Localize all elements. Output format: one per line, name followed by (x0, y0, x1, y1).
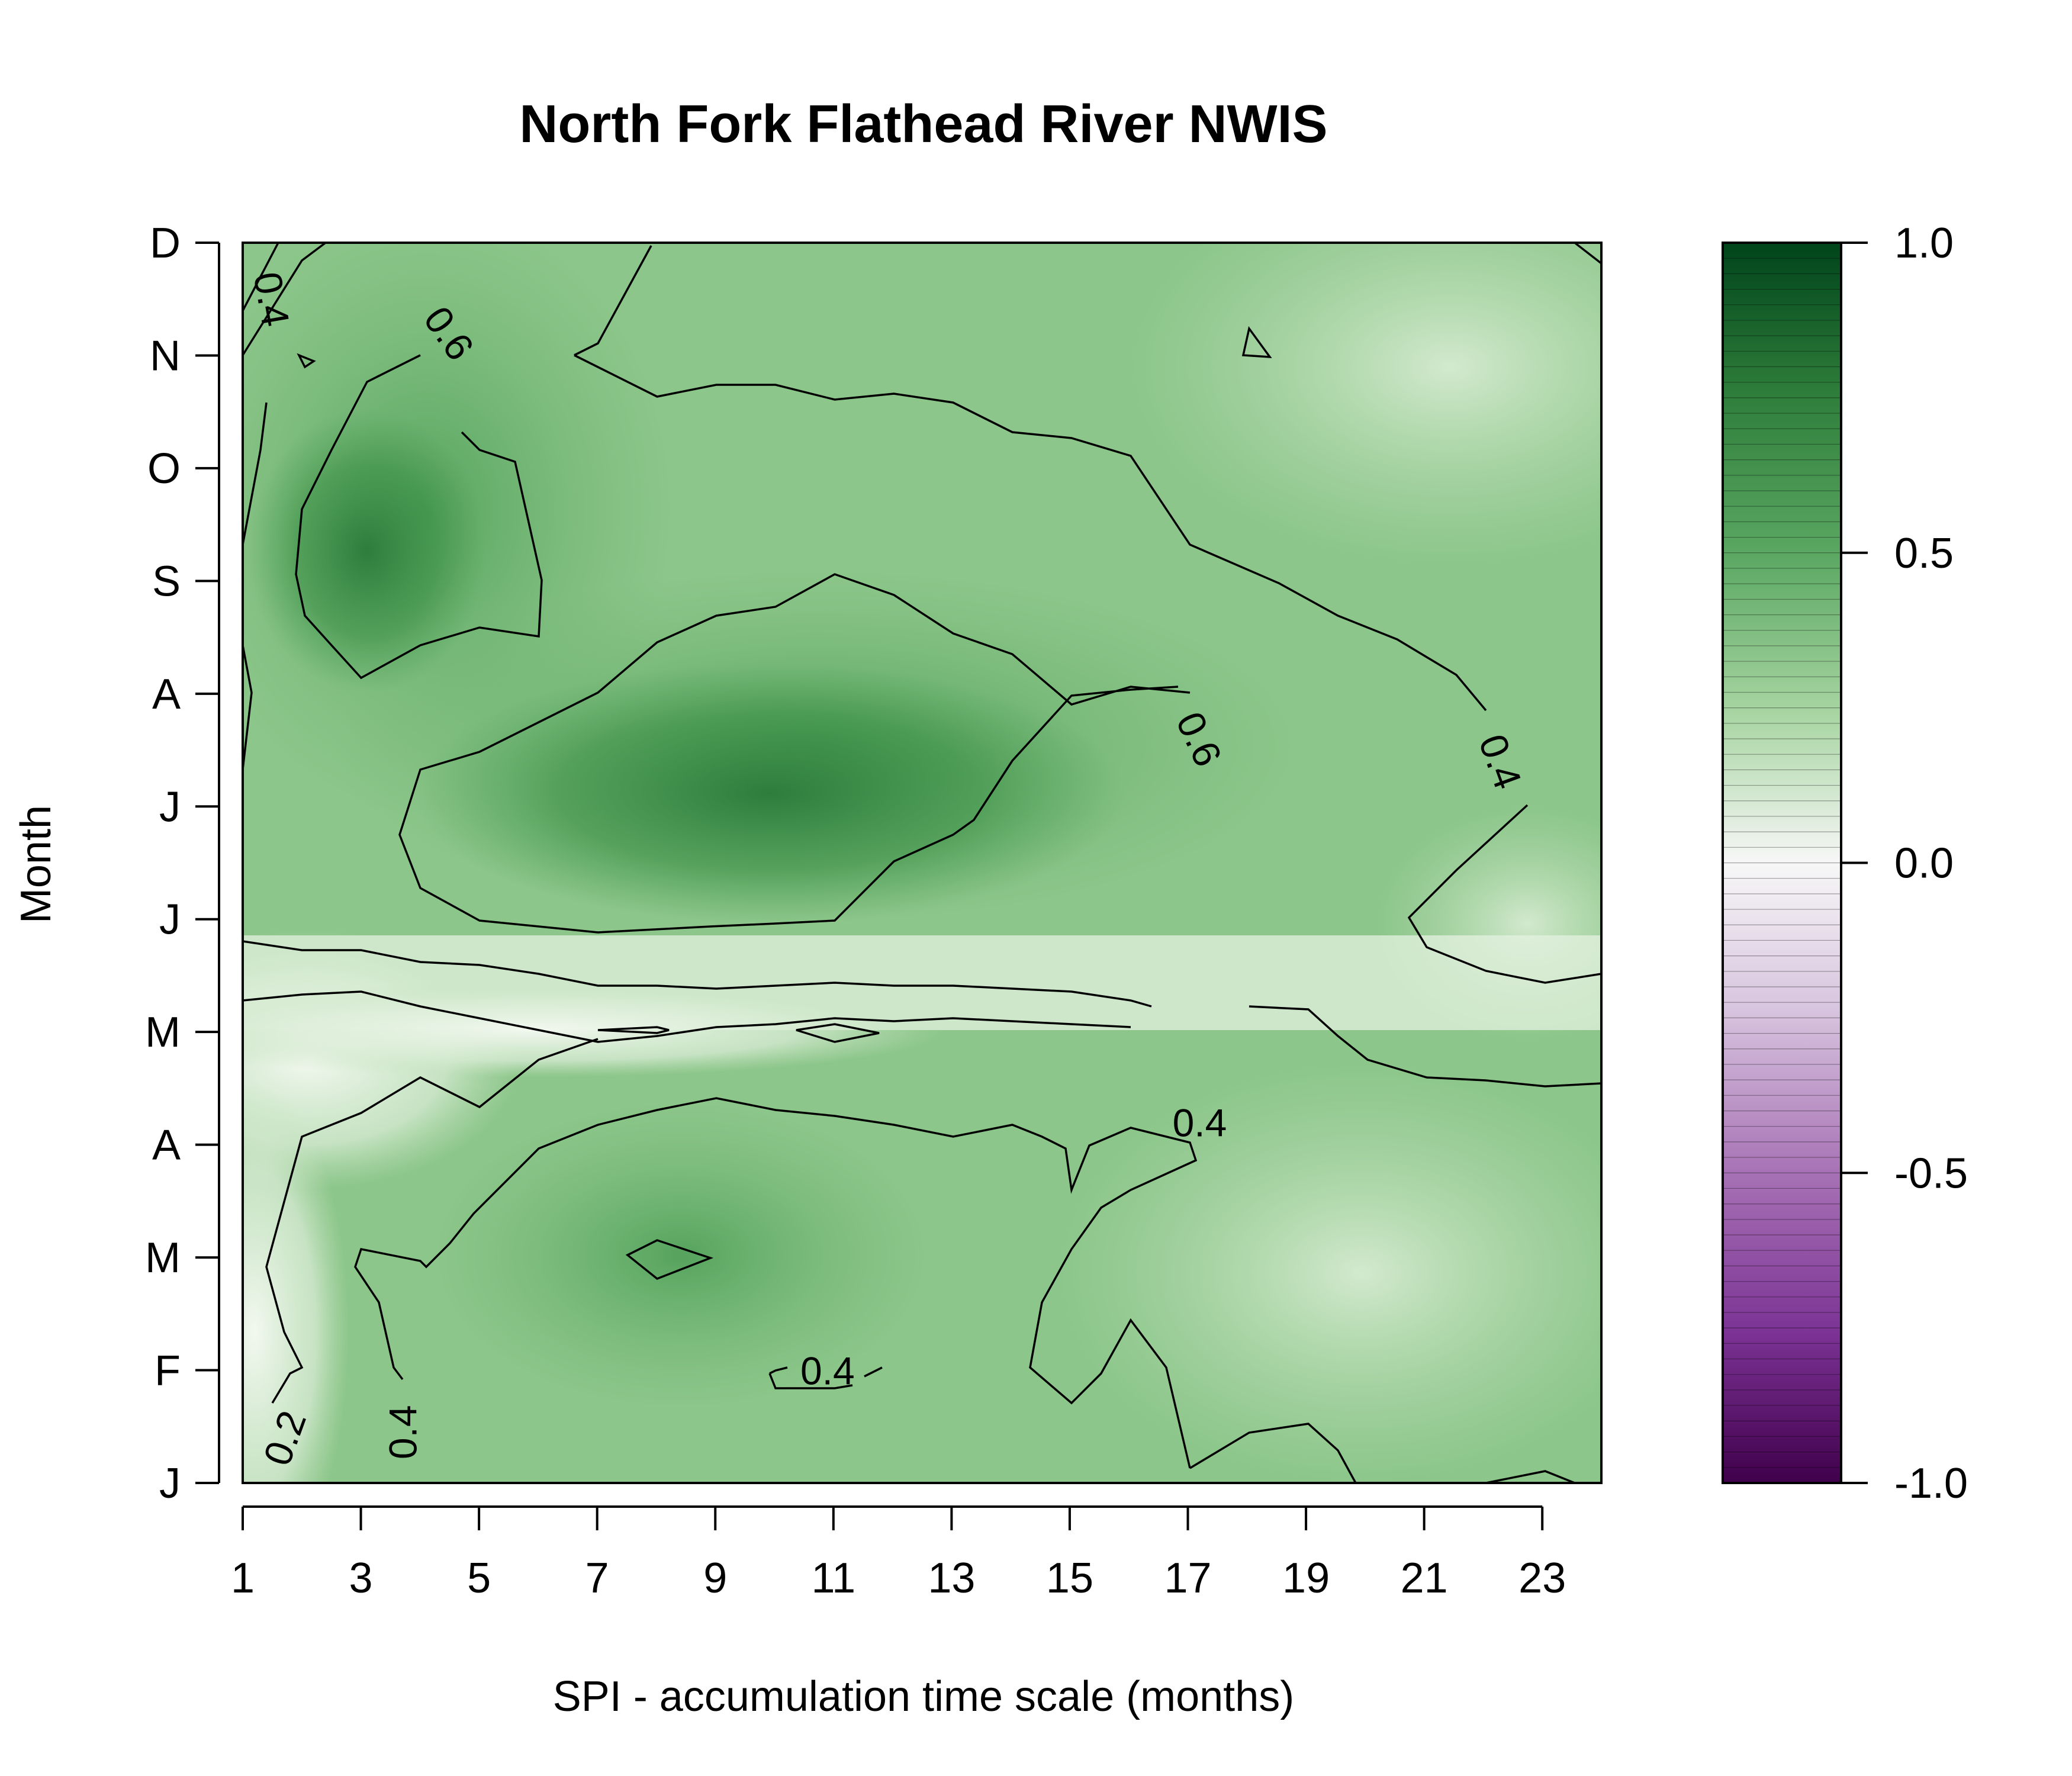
y-tick-label: D (150, 220, 181, 267)
x-tick-label: 5 (467, 1555, 491, 1602)
heat-region-lower-center (432, 1101, 929, 1409)
colorbar-tick-label: -1.0 (1894, 1460, 1968, 1507)
contour-line (265, 1038, 599, 1404)
y-tick-label: A (152, 671, 181, 718)
contour-line (243, 243, 279, 311)
contour-line (625, 1239, 714, 1280)
contour-line (1241, 326, 1272, 358)
chart-title: North Fork Flathead River NWIS (519, 95, 1327, 154)
colorbar-ticks: 1.0 0.5 0.0 -0.5 -1.0 (1841, 220, 1968, 1507)
heat-region-center-dark (414, 663, 1125, 924)
x-tick-label: 19 (1282, 1555, 1330, 1602)
heat-region-lower-right-pale (1054, 1060, 1601, 1483)
contour-line (768, 1373, 853, 1389)
contour-label-text: 0.4 (381, 1405, 424, 1459)
y-axis: J F M A M J J A S O N D (145, 220, 220, 1507)
contour-line (864, 1366, 883, 1378)
contour-label-text: 0.4 (800, 1349, 855, 1393)
x-tick-label: 23 (1518, 1555, 1566, 1602)
contour-line (243, 402, 268, 545)
y-axis-label: Month (12, 805, 60, 924)
x-tick-label: 11 (811, 1555, 855, 1602)
colorbar-tick-label: 0.0 (1894, 840, 1954, 887)
x-tick-label: 13 (928, 1555, 975, 1602)
y-tick-label: J (159, 1460, 181, 1507)
x-tick-label: 1 (231, 1555, 255, 1602)
heat-region-upper-left-dark (249, 408, 485, 693)
contour-line (1407, 804, 1601, 984)
contour-line (243, 243, 327, 356)
y-tick-label: A (152, 1122, 181, 1169)
contour-label: 0.4 (246, 269, 298, 330)
contour-line (243, 940, 1152, 1008)
contour-line (1485, 1470, 1575, 1483)
contour-label-text: 0.4 (1173, 1101, 1227, 1145)
colorbar-tick-label: 0.5 (1894, 530, 1954, 577)
y-tick-label: M (145, 1009, 181, 1056)
x-axis-label: SPI - accumulation time scale (months) (553, 1673, 1294, 1720)
colorbar-tick-label: 1.0 (1894, 220, 1954, 267)
heat-region-lower-left-light (243, 1083, 349, 1483)
x-tick-label: 7 (585, 1555, 609, 1602)
y-tick-label: S (152, 558, 181, 605)
x-tick-label: 3 (349, 1555, 373, 1602)
colorbar-stripes (1723, 258, 1841, 1468)
y-tick-label: O (147, 445, 181, 493)
x-tick-label: 21 (1401, 1555, 1448, 1602)
contour-label: 0.4 (800, 1349, 855, 1393)
y-tick-label: J (159, 896, 181, 944)
x-axis: 1 3 5 7 9 11 13 15 17 19 21 23 (231, 1505, 1566, 1602)
x-tick-label: 17 (1164, 1555, 1211, 1602)
y-tick-label: F (155, 1347, 181, 1395)
contour-line (243, 645, 253, 770)
contour-line (769, 1366, 788, 1375)
contour-label: 0.4 (381, 1405, 424, 1459)
contour-line (243, 990, 1131, 1043)
heat-region-upper-right-pale (1125, 243, 1601, 568)
contour-line (597, 1026, 670, 1034)
contour-line (796, 1023, 880, 1043)
contour-line (354, 1097, 1198, 1469)
contour-line (297, 353, 316, 369)
colorbar-tick-label: -0.5 (1894, 1150, 1968, 1197)
contour-line (295, 354, 543, 680)
x-tick-label: 15 (1046, 1555, 1093, 1602)
contour-line (398, 573, 1191, 934)
y-tick-label: J (159, 783, 181, 831)
y-tick-label: N (150, 332, 181, 379)
y-tick-label: M (145, 1234, 181, 1282)
colorbar: 1.0 0.5 0.0 -0.5 -1.0 (1722, 220, 1968, 1507)
plot-frame (242, 242, 1603, 1484)
x-tick-label: 9 (703, 1555, 727, 1602)
contour-label-text: 0.4 (246, 269, 298, 330)
contour-label: 0.4 (1173, 1101, 1227, 1145)
contour-line (1574, 243, 1601, 265)
plot-area: 0.4 0.60.6 0.40.40.40.2 0.4 (243, 243, 1601, 1483)
contour-line (1189, 1423, 1357, 1483)
contour-line (574, 245, 652, 356)
contour-lines (243, 243, 1601, 1483)
contour-line (1249, 1005, 1601, 1088)
contour-line (574, 354, 1487, 712)
colorbar-gradient (1723, 243, 1841, 1483)
